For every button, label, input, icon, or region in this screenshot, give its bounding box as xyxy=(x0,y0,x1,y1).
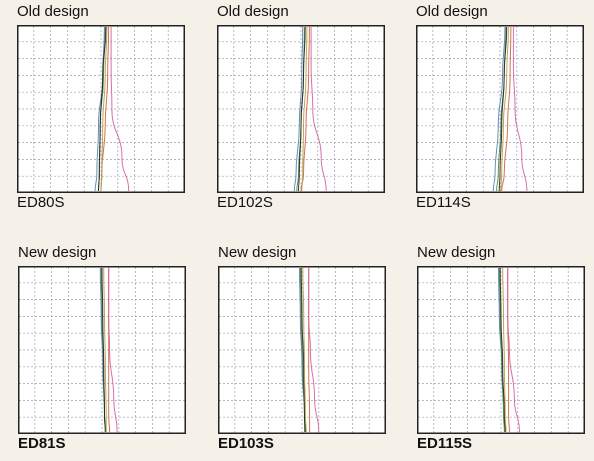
chart-title: New design xyxy=(417,244,496,261)
aberration-curve-4 xyxy=(310,27,327,192)
aberration-plot-ed80s xyxy=(17,25,185,193)
chart-panel-ed102s: Old design ED102S xyxy=(217,3,387,213)
model-label: ED103S xyxy=(218,435,274,452)
aberration-plot-ed114s xyxy=(416,25,584,193)
chart-title: Old design xyxy=(17,3,89,20)
plot-frame xyxy=(17,25,185,193)
chart-title: Old design xyxy=(217,3,289,20)
aberration-curve-5 xyxy=(298,26,306,192)
chart-title: Old design xyxy=(416,3,488,20)
aberration-curve-3 xyxy=(501,26,512,192)
aberration-curve-5 xyxy=(101,267,106,433)
aberration-curve-6 xyxy=(301,26,308,192)
aberration-curve-6 xyxy=(500,26,509,192)
aberration-curve-2 xyxy=(498,267,505,433)
chart-panel-ed114s: Old design ED114S xyxy=(416,3,586,213)
model-label: ED102S xyxy=(217,194,273,211)
aberration-curve-4 xyxy=(108,267,118,433)
chart-panel-ed115s: New design ED115S xyxy=(417,244,587,454)
aberration-plot-ed115s xyxy=(417,266,585,434)
aberration-curve-6 xyxy=(103,267,107,432)
plot-frame xyxy=(218,266,386,434)
model-label: ED114S xyxy=(416,194,471,211)
chart-title: New design xyxy=(18,244,97,261)
aberration-curve-5 xyxy=(499,267,506,433)
plot-background xyxy=(217,25,385,193)
aberration-curve-1 xyxy=(293,26,304,192)
aberration-curve-4 xyxy=(308,267,320,433)
chart-panel-ed81s: New design ED81S xyxy=(18,244,188,454)
plot-frame xyxy=(416,25,584,193)
aberration-curve-6 xyxy=(100,26,108,192)
model-label: ED115S xyxy=(417,435,473,452)
aberration-plot-ed102s xyxy=(217,25,385,193)
aberration-curve-6 xyxy=(302,267,307,433)
model-label: ED80S xyxy=(17,194,65,211)
aberration-plot-ed103s xyxy=(218,266,386,434)
model-label: ED81S xyxy=(18,435,66,452)
aberration-curve-5 xyxy=(300,267,306,433)
aberration-curve-1 xyxy=(492,26,506,192)
aberration-curve-5 xyxy=(498,26,508,192)
plot-frame xyxy=(18,266,186,434)
chart-title: New design xyxy=(218,244,297,261)
plot-frame xyxy=(417,266,585,434)
plot-frame xyxy=(217,25,385,193)
chart-panel-ed80s: Old design ED80S xyxy=(17,3,187,213)
aberration-curve-4 xyxy=(110,27,130,192)
aberration-curve-6 xyxy=(502,267,507,433)
aberration-plot-ed81s xyxy=(18,266,186,434)
aberration-curve-4 xyxy=(507,267,520,433)
aberration-curve-4 xyxy=(512,26,528,192)
chart-panel-ed103s: New design ED103S xyxy=(218,244,388,454)
aberration-curve-5 xyxy=(98,26,107,192)
